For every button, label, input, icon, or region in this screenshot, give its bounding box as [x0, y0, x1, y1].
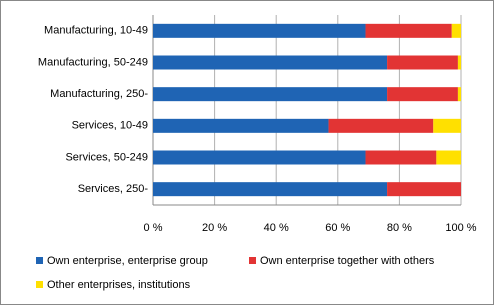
- legend-label: Other enterprises, institutions: [47, 279, 191, 291]
- y-tick-label: Manufacturing, 50-249: [38, 56, 148, 68]
- y-tick-label: Manufacturing, 250-: [50, 88, 148, 100]
- bar-segment: [365, 150, 437, 165]
- bar-segment: [387, 55, 458, 70]
- bar-segment: [153, 55, 388, 70]
- bar-segment: [153, 23, 366, 38]
- bar-segment: [457, 87, 461, 102]
- bar-segment: [387, 182, 461, 197]
- bar-segment: [433, 118, 461, 133]
- x-tick-label: 20 %: [202, 222, 227, 234]
- x-tick-label: 40 %: [264, 222, 289, 234]
- x-tick-label: 0 %: [144, 222, 163, 234]
- bar-segment: [153, 118, 329, 133]
- bar-segment: [457, 55, 461, 70]
- bar-segment: [153, 182, 388, 197]
- legend-label: Own enterprise, enterprise group: [47, 255, 208, 267]
- bar-segment: [365, 23, 452, 38]
- x-tick-label: 100 %: [445, 222, 476, 234]
- bar-segment: [451, 23, 461, 38]
- y-tick-label: Services, 10-49: [72, 120, 148, 132]
- legend-swatch: [36, 257, 43, 264]
- legend-swatch: [36, 281, 43, 288]
- bar-segment: [153, 150, 366, 165]
- x-tick-label: 80 %: [387, 222, 412, 234]
- bar-segment: [328, 118, 434, 133]
- bar-segment: [387, 87, 458, 102]
- x-tick-label: 60 %: [325, 222, 350, 234]
- y-tick-label: Manufacturing, 10-49: [44, 25, 148, 37]
- bar-segment: [153, 87, 388, 102]
- legend-swatch: [249, 257, 256, 264]
- bar-segment: [436, 150, 461, 165]
- y-tick-label: Services, 250-: [78, 183, 149, 195]
- y-tick-label: Services, 50-249: [65, 151, 148, 163]
- legend-label: Own enterprise together with others: [260, 255, 435, 267]
